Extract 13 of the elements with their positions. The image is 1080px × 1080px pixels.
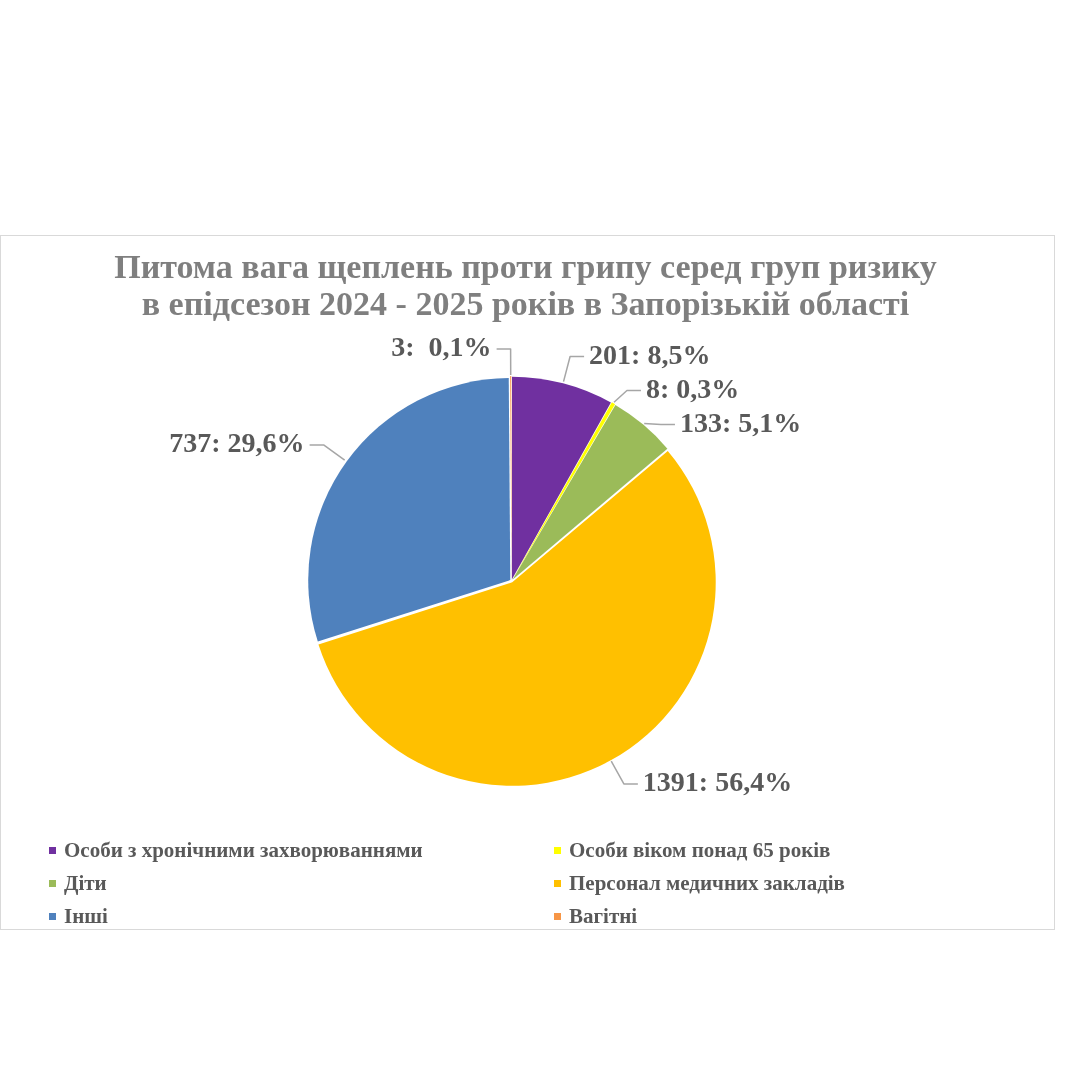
legend-label: Вагітні — [569, 903, 638, 930]
data-label: 737: 29,6% — [169, 427, 305, 459]
data-label: 1391: 56,4% — [642, 766, 793, 798]
chart-title: Питома вага щеплень проти грипу серед груп ризику в епідсезон 2024 - 2025 років в Запорізькій області — [113, 248, 938, 322]
legend-label: Особи віком понад 65 років — [569, 837, 831, 864]
data-label: 3: 0,1% — [391, 331, 492, 363]
data-label: 201: 8,5% — [589, 338, 711, 370]
data-label: 8: 0,3% — [645, 372, 740, 404]
legend-label: Особи з хронічними захворюваннями — [64, 837, 423, 864]
legend-label: Інші — [64, 903, 108, 930]
legend-label: Діти — [64, 870, 107, 897]
legend-label: Персонал медичних закладів — [569, 870, 845, 897]
data-label: 133: 5,1% — [679, 406, 802, 438]
